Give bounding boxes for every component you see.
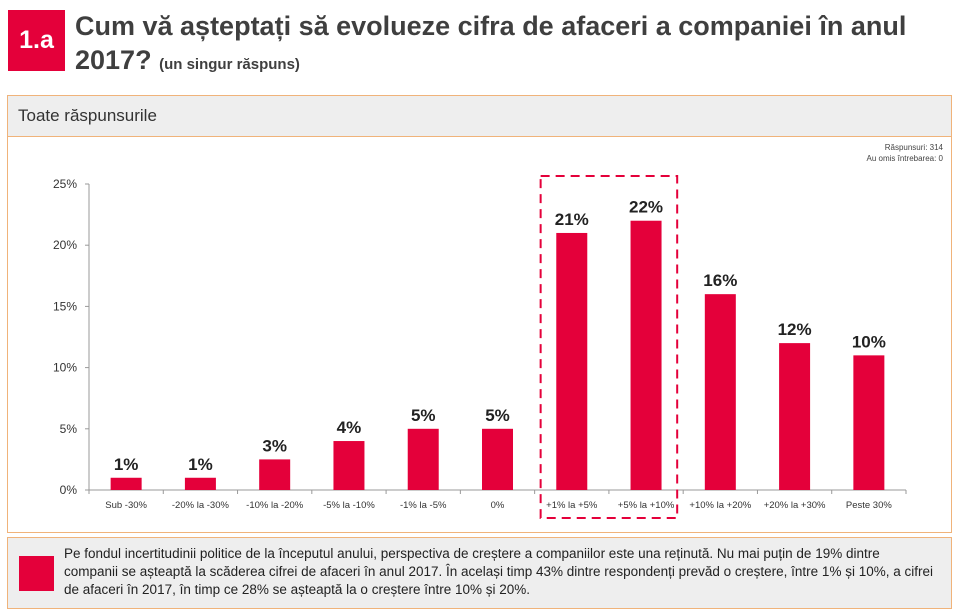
y-tick-label: 15% <box>53 299 77 313</box>
highlight-box <box>539 175 679 519</box>
data-label: 3% <box>262 436 287 455</box>
x-tick-label: Peste 30% <box>846 500 892 511</box>
summary-marker <box>19 556 54 591</box>
bar <box>630 220 662 490</box>
bar <box>110 477 142 490</box>
x-tick-label: -20% la -30% <box>172 500 230 511</box>
x-tick-label: Sub -30% <box>105 500 147 511</box>
y-tick-label: 25% <box>53 177 77 191</box>
question-subtitle: (un singur răspuns) <box>159 56 300 73</box>
bar <box>482 428 513 490</box>
x-tick-label: 0% <box>491 500 505 511</box>
x-tick-label: -10% la -20% <box>246 500 304 511</box>
x-tick-label: +20% la +30% <box>764 500 826 511</box>
data-label: 5% <box>411 406 436 425</box>
y-tick-label: 10% <box>53 361 77 375</box>
x-tick-label: -1% la -5% <box>400 500 447 511</box>
panel-header: Toate răspunsurile <box>8 96 951 137</box>
chart-panel: Toate răspunsurile Răspunsuri: 314 Au om… <box>7 95 952 533</box>
bar <box>184 477 216 490</box>
x-tick-label: +1% la +5% <box>546 500 598 511</box>
y-tick-label: 0% <box>60 483 78 497</box>
y-tick-label: 5% <box>60 422 78 436</box>
x-tick-label: +10% la +20% <box>689 500 751 511</box>
y-tick-label: 20% <box>53 238 77 252</box>
data-label: 1% <box>188 455 213 474</box>
bar-chart: 0% 5% 10% 15% 20% 25% 1% Sub -30% 1% -20% la -30%… <box>53 175 907 519</box>
data-label: 12% <box>778 320 812 339</box>
panel-heading: Toate răspunsurile <box>18 106 157 125</box>
bar <box>259 459 291 490</box>
summary-text: Pe fondul incertitudinii politice de la … <box>64 546 933 597</box>
data-label: 4% <box>337 418 362 437</box>
x-tick-label: +5% la +10% <box>618 500 675 511</box>
bar <box>779 343 811 490</box>
data-label: 5% <box>485 406 510 425</box>
data-label: 22% <box>629 198 663 217</box>
bar <box>853 355 885 490</box>
x-tick-label: -5% la -10% <box>323 500 375 511</box>
skipped-count: Au omis întrebarea: 0 <box>866 154 943 163</box>
response-stats: Răspunsuri: 314 Au omis întrebarea: 0 <box>867 142 943 164</box>
section-badge: 1.a <box>8 10 65 71</box>
bar <box>704 294 736 490</box>
data-label: 10% <box>852 332 886 351</box>
bar <box>556 232 588 490</box>
question-title: Cum vă așteptați să evolueze cifra de af… <box>75 11 907 75</box>
responses-count: Răspunsuri: 314 <box>884 143 943 152</box>
summary-box: Pe fondul incertitudinii politice de la … <box>7 537 952 609</box>
data-label: 1% <box>114 455 139 474</box>
data-label: 16% <box>703 271 737 290</box>
bar <box>333 441 365 490</box>
bar <box>407 428 439 490</box>
page-title: Cum vă așteptați să evolueze cifra de af… <box>75 9 935 82</box>
data-label: 21% <box>555 210 589 229</box>
